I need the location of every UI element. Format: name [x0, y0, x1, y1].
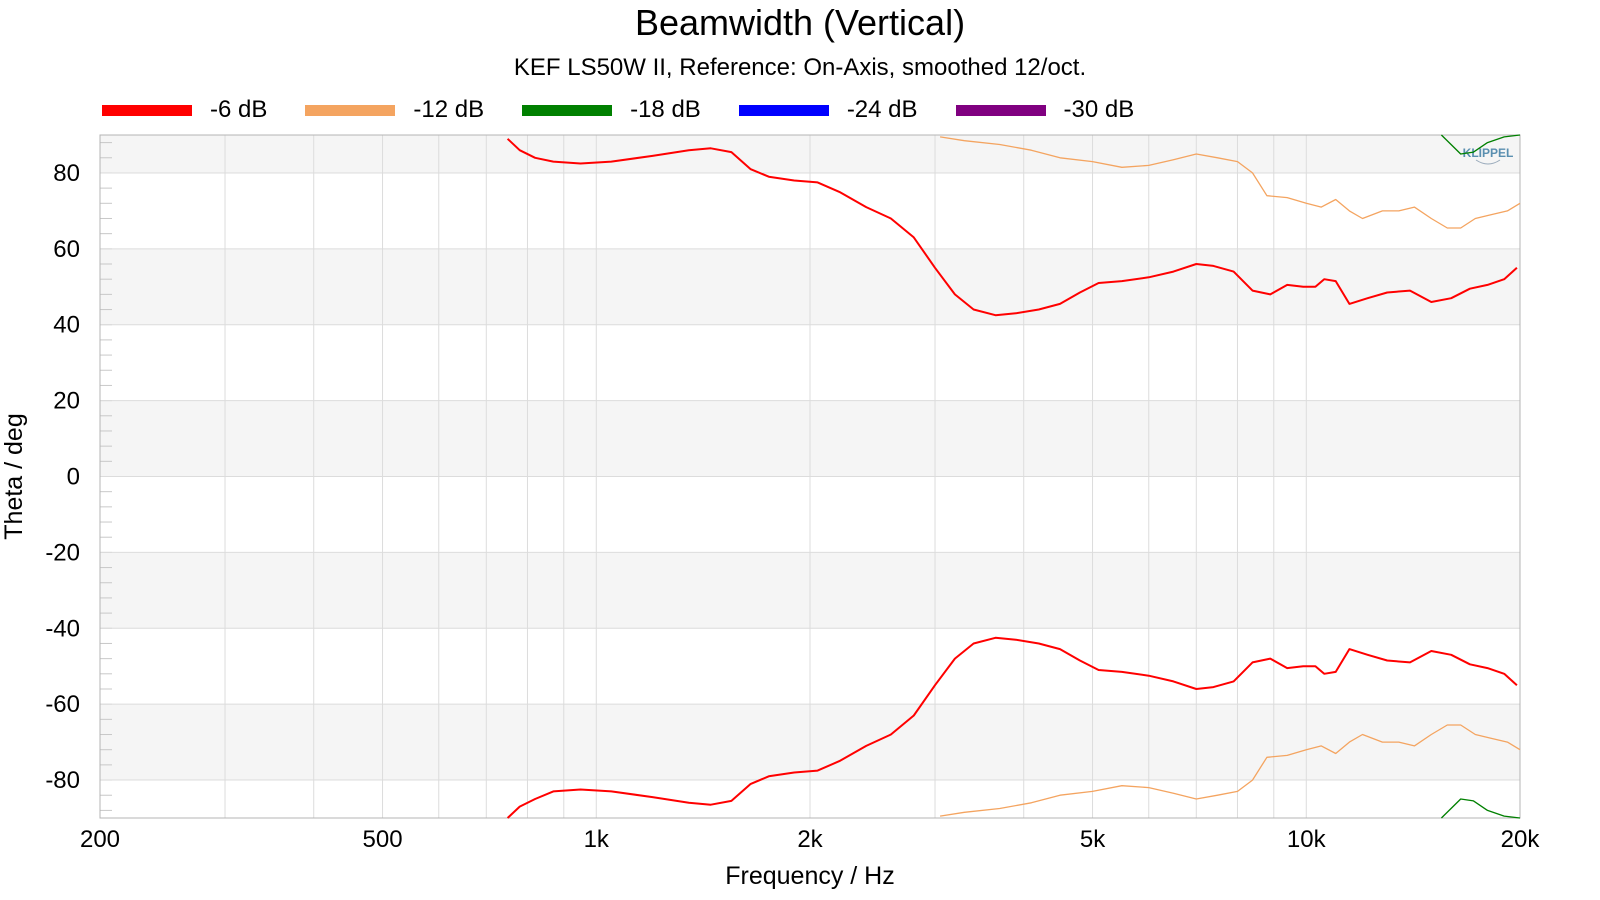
y-tick-label: 0 — [67, 464, 80, 491]
legend-item: -24 dB — [738, 96, 918, 124]
x-tick-label: 200 — [80, 826, 120, 853]
legend-swatch — [738, 104, 829, 116]
chart-subtitle: KEF LS50W II, Reference: On-Axis, smooth… — [513, 54, 1087, 81]
x-axis-label: Frequency / Hz — [725, 862, 895, 890]
legend-swatch — [522, 104, 613, 116]
x-tick-label: 2k — [797, 826, 823, 853]
legend-swatch — [305, 104, 396, 116]
y-tick-label: 60 — [53, 236, 80, 263]
x-tick-label: 5k — [1080, 826, 1106, 853]
y-tick-label: -80 — [45, 767, 80, 794]
legend-label: -12 dB — [413, 96, 485, 123]
klippel-logo: KLIPPEL — [1463, 146, 1514, 160]
series-lower-line — [939, 724, 1521, 817]
x-tick-label: 20k — [1501, 826, 1541, 853]
x-tick-label: 1k — [584, 826, 610, 853]
y-tick-label: -20 — [45, 539, 80, 566]
series-upper-line — [506, 138, 1518, 317]
legend-label: -24 dB — [846, 96, 918, 123]
legend-item: -12 dB — [305, 96, 484, 124]
plot-border — [99, 134, 1521, 819]
x-tick-label: 10k — [1287, 826, 1327, 853]
x-tick-label: 500 — [363, 826, 403, 853]
y-tick-label: -40 — [45, 615, 80, 642]
legend-label: -30 dB — [1063, 96, 1135, 123]
series-upper-line — [939, 136, 1521, 229]
y-tick-label: -60 — [45, 691, 80, 718]
legend-swatch — [955, 104, 1046, 116]
legend-label: -18 dB — [630, 96, 701, 123]
y-tick-label: 40 — [53, 312, 80, 339]
legend-item: -18 dB — [522, 96, 701, 124]
y-tick-label: 20 — [53, 388, 80, 415]
legend-label: -6 dB — [210, 96, 268, 123]
legend-swatch — [102, 104, 192, 116]
series-lower-line — [1440, 798, 1521, 819]
y-tick-label: 80 — [53, 160, 80, 187]
series-lower-line — [506, 636, 1518, 819]
legend: -6 dB -12 dB -18 dB -24 dB -30 dB — [102, 94, 1172, 126]
y-axis-label: Theta / deg — [0, 413, 28, 539]
chart-title: Beamwidth (Vertical) — [634, 2, 966, 43]
legend-item: -6 dB — [102, 96, 267, 124]
klippel-logo-arc — [1475, 159, 1501, 165]
series-upper-line — [1440, 134, 1521, 155]
legend-item: -30 dB — [955, 96, 1135, 124]
